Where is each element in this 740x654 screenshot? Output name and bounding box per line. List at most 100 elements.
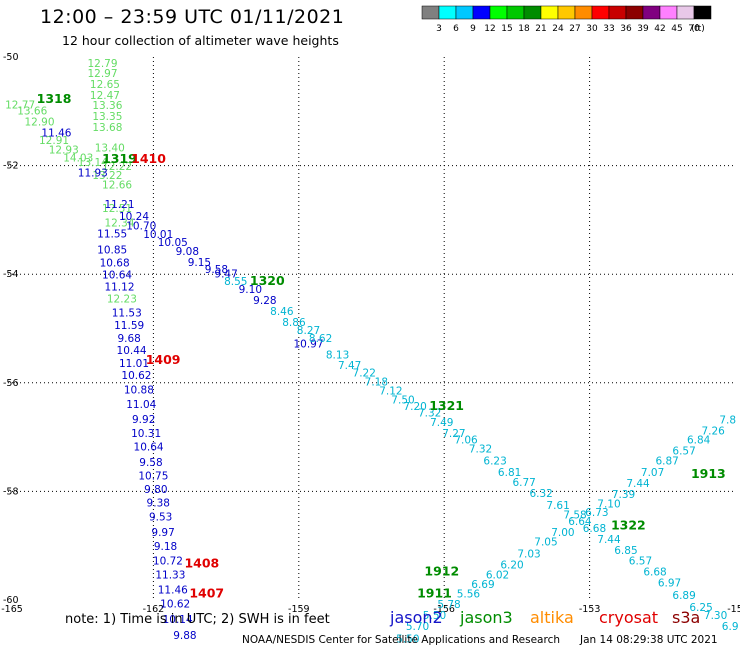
colorbar-tick-label: 15 [501,24,512,34]
y-tick-label: -50 [3,52,19,63]
wave-height-label: 6.57 [629,556,652,568]
pass-label: 1318 [37,91,72,106]
wave-height-label: 6.68 [643,567,666,579]
wave-height-label: 11.93 [78,167,108,179]
wave-height-label: 10.64 [134,442,164,454]
wave-height-label: 7.30 [704,610,727,622]
y-tick-label: -52 [3,161,19,172]
wave-height-label: 7.07 [641,467,664,479]
colorbar-swatch [489,5,508,20]
x-tick-label: -159 [288,604,310,615]
wave-height-label: 8.62 [309,333,332,345]
legend-altika: altika [530,608,574,627]
colorbar-swatch [608,5,627,20]
wave-height-label: 7.49 [430,417,453,429]
colorbar-swatch [574,5,593,20]
wave-height-label: 9.58 [205,264,228,276]
wave-height-label: 7.03 [517,549,540,561]
wave-height-label: 6.97 [658,577,681,589]
wave-height-label: 7.44 [597,534,621,546]
wave-height-label: 12.51 [102,203,132,215]
wave-height-label: 6.87 [655,455,678,467]
wave-height-label: 13.66 [17,106,47,118]
colorbar-swatch [438,5,457,20]
wave-height-label: 10.72 [153,556,183,568]
wave-height-label: 7.05 [534,537,557,549]
colorbar-swatch [523,5,542,20]
colorbar-tick-label: 70 [688,24,700,34]
wave-height-label: 9.92 [132,414,155,426]
wave-height-label: 10.24 [119,211,149,223]
wave-height-label: 9.47 [214,268,237,280]
timestamp-text: Jan 14 08:29:38 UTC 2021 [580,634,718,646]
wave-height-label: 7.10 [597,499,620,511]
legend-cryosat: cryosat [599,608,659,627]
wave-height-label: 5.70 [406,621,429,633]
wave-height-label: 9.18 [154,541,177,553]
wave-height-label: 8.27 [297,325,320,337]
wave-height-label: 9.97 [151,527,174,539]
colorbar-tick-label: 33 [603,24,614,34]
wave-height-label: 12.23 [107,293,137,305]
wave-height-label: 6.57 [672,445,695,457]
colorbar-unit: (ft) [691,24,705,34]
wave-height-label: 9.68 [117,333,140,345]
colorbar-swatch [625,5,644,20]
wave-height-label: 13.36 [92,100,122,112]
colorbar-swatch [676,5,695,20]
colorbar-swatch [557,5,576,20]
wave-height-label: 9.53 [149,512,172,524]
wave-height-label: 10.62 [160,599,190,611]
wave-height-label: 12.79 [87,58,117,70]
wave-height-label: 9.28 [253,295,276,307]
wave-height-label: 13.40 [95,142,125,154]
wave-height-label: 10.88 [124,385,154,397]
wave-height-label: 13.68 [92,122,122,134]
wave-height-label: 14.03 [63,152,93,164]
colorbar-swatch [591,5,610,20]
y-tick-label: -54 [3,269,19,280]
wave-height-label: 9.58 [139,457,162,469]
wave-height-label: 7.47 [338,360,361,372]
wave-height-label: 10.31 [131,428,161,440]
axis-ticks: -165 -162 -159 -156 -153 -15 -50 -52 -54 -56 -58 -6… [1,52,740,615]
wave-height-label: 10.70 [126,221,156,233]
wave-height-label: 10.97 [293,339,323,351]
wave-height-label: 11.46 [158,584,188,596]
wave-height-label: 12.97 [87,68,117,80]
wave-height-label: 12.91 [39,135,69,147]
chart-title: 12:00 – 23:59 UTC 01/11/2021 [40,6,345,28]
pass-label: 1409 [146,352,181,367]
colorbar-tick-label: 42 [654,24,665,34]
colorbar-swatch [506,5,525,20]
colorbar-swatch [693,5,712,20]
x-tick-label: -15 [727,604,740,615]
wave-height-label: 6.73 [585,507,608,519]
colorbar: 3 6 9 12 15 18 21 24 27 30 33 36 39 42 45 70(ft) [421,5,712,34]
wave-height-label: 9.88 [173,630,196,642]
wave-height-label: 10.05 [158,237,188,249]
pass-label: 1911 [417,585,452,600]
x-tick-label: -153 [579,604,601,615]
colorbar-swatch [421,5,440,20]
colorbar-tick-label: 21 [535,24,546,34]
wave-height-label: 7.61 [546,500,569,512]
wave-height-label: 12.65 [90,79,120,91]
wave-height-label: 8.55 [224,276,247,288]
wave-height-label: 13.14 [78,157,108,169]
y-tick-label: -58 [3,486,19,497]
wave-height-label: 7.06 [454,435,478,447]
wave-height-label: 9.15 [188,257,211,269]
wave-height-label: 11.33 [155,569,185,581]
wave-height-label: 5.50 [423,610,446,622]
wave-height-label: 6.02 [486,569,509,581]
colorbar-tick-label: 30 [586,24,598,34]
wave-height-label: 7.27 [442,428,465,440]
wave-height-label: 12.90 [24,116,54,128]
wave-height-label: 11.53 [112,308,142,320]
wave-height-label: 6.68 [583,523,606,535]
legend-jason2: jason2 [390,608,443,627]
